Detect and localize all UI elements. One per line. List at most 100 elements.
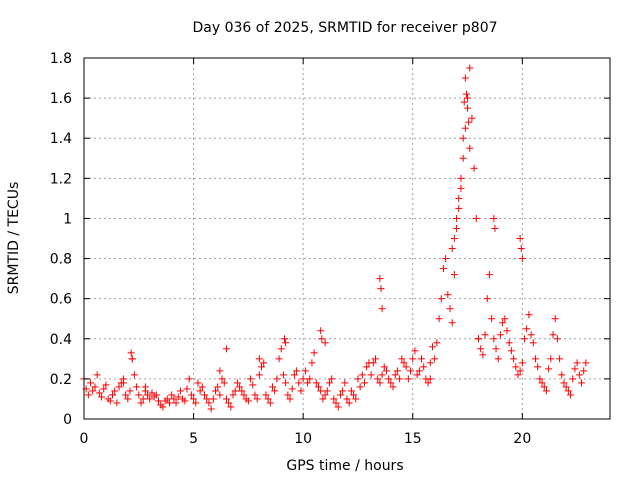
data-point — [127, 349, 135, 357]
data-point — [91, 383, 99, 391]
data-point — [459, 154, 467, 162]
data-point — [573, 359, 581, 367]
data-point — [527, 331, 535, 339]
data-point — [475, 335, 482, 343]
data-point — [198, 383, 206, 391]
data-point — [100, 385, 108, 393]
data-point — [389, 383, 397, 391]
data-point — [247, 375, 255, 383]
data-point — [341, 379, 349, 387]
data-point — [404, 375, 412, 383]
data-point — [575, 371, 583, 379]
data-point — [402, 363, 410, 371]
data-point — [551, 315, 559, 323]
data-point — [271, 387, 279, 395]
data-point — [233, 379, 241, 387]
data-point — [181, 397, 189, 405]
data-point — [165, 399, 173, 407]
data-point — [148, 389, 156, 397]
data-point — [374, 375, 382, 383]
data-point — [387, 379, 395, 387]
data-point — [106, 397, 114, 405]
x-tick-label: 10 — [294, 431, 312, 447]
data-point — [468, 114, 476, 122]
data-point — [284, 391, 292, 399]
data-point — [361, 379, 369, 387]
data-point — [115, 383, 123, 391]
data-point — [172, 399, 180, 407]
data-point — [321, 339, 329, 347]
data-point — [448, 245, 456, 253]
x-tick-label: 5 — [189, 431, 198, 447]
data-point — [205, 399, 213, 407]
data-point — [281, 335, 289, 343]
data-point — [323, 387, 331, 395]
data-point — [521, 335, 529, 343]
data-point — [465, 118, 473, 126]
data-point — [137, 399, 145, 407]
y-tick-label: 1.6 — [50, 91, 72, 107]
data-point — [460, 98, 468, 106]
data-point — [229, 391, 237, 399]
data-point — [444, 291, 452, 299]
data-point — [168, 391, 176, 399]
data-point — [442, 255, 450, 263]
data-point — [130, 371, 138, 379]
data-point — [203, 395, 211, 403]
data-point — [507, 347, 515, 355]
data-points — [80, 64, 590, 413]
data-point — [249, 381, 257, 389]
data-point — [488, 315, 496, 323]
y-tick-label: 1 — [63, 211, 72, 227]
data-point — [174, 393, 182, 401]
data-point — [505, 339, 513, 347]
data-point — [306, 375, 314, 383]
data-point — [391, 371, 399, 379]
data-point — [516, 367, 524, 375]
data-point — [126, 387, 134, 395]
data-point — [466, 64, 474, 72]
data-point — [439, 265, 447, 273]
data-point — [336, 391, 344, 399]
data-point — [214, 383, 222, 391]
data-point — [462, 90, 470, 98]
chart-title: Day 036 of 2025, SRMTID for receiver p80… — [192, 20, 497, 36]
data-point — [113, 399, 121, 407]
data-point — [317, 327, 325, 335]
data-point — [89, 387, 97, 395]
data-point — [139, 395, 147, 403]
data-point — [490, 335, 498, 343]
data-point — [426, 359, 434, 367]
data-point — [501, 315, 509, 323]
data-point — [369, 359, 377, 367]
data-point — [240, 391, 248, 399]
x-tick-label: 20 — [513, 431, 531, 447]
data-point — [580, 367, 588, 375]
data-point — [176, 387, 184, 395]
data-point — [376, 379, 384, 387]
data-point — [146, 395, 154, 403]
data-point — [569, 375, 577, 383]
data-point — [378, 371, 386, 379]
data-point — [236, 383, 244, 391]
data-point — [400, 359, 408, 367]
data-point — [428, 343, 436, 351]
data-point — [459, 134, 467, 142]
data-point — [108, 391, 116, 399]
data-point — [516, 235, 524, 242]
grid-lines — [84, 58, 610, 419]
axis-ticks — [83, 57, 610, 420]
data-point — [518, 255, 526, 263]
data-point — [216, 391, 224, 399]
data-point — [347, 387, 355, 395]
data-point — [385, 375, 393, 383]
data-point — [424, 379, 432, 387]
data-point — [222, 345, 230, 353]
data-point — [155, 397, 163, 405]
data-point — [496, 331, 504, 339]
data-point — [396, 375, 404, 383]
data-point — [433, 339, 441, 347]
data-point — [262, 391, 270, 399]
x-tick-label: 0 — [80, 431, 89, 447]
data-point — [549, 331, 557, 339]
